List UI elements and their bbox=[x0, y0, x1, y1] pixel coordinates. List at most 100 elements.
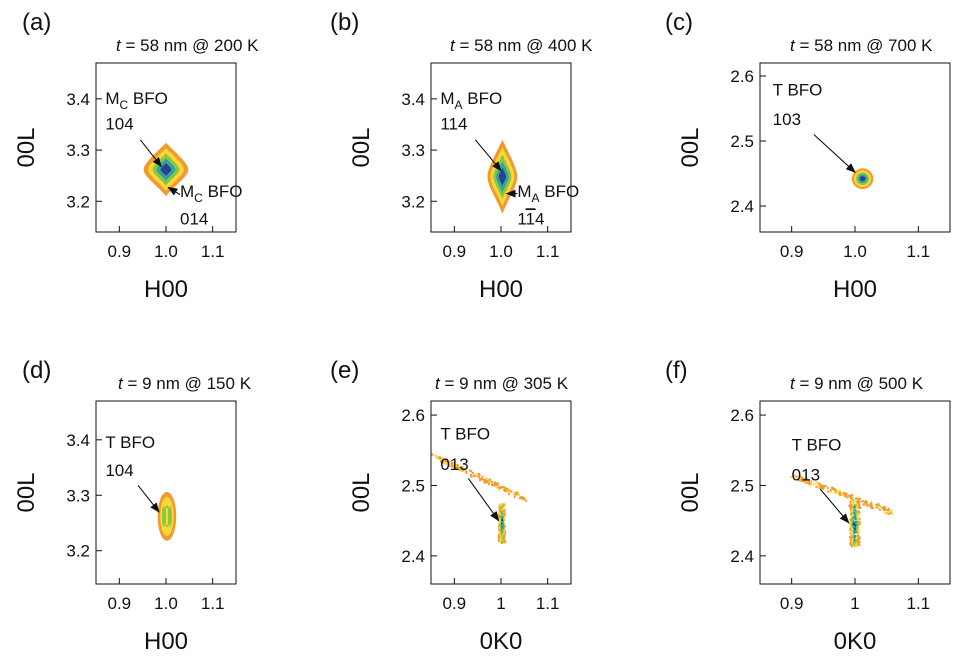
streak-speckle bbox=[434, 454, 437, 457]
streak-speckle bbox=[515, 493, 518, 496]
streak-speckle bbox=[799, 477, 802, 480]
streak-speckle bbox=[441, 459, 444, 462]
peak-speckle bbox=[850, 504, 853, 507]
streak-speckle bbox=[520, 495, 523, 498]
peak-speckle bbox=[855, 530, 857, 533]
streak-speckle bbox=[838, 490, 841, 492]
streak-speckle bbox=[470, 470, 473, 473]
peak-speckle bbox=[856, 522, 859, 525]
streak-speckle bbox=[790, 476, 793, 479]
x-tick-label: 1.0 bbox=[843, 242, 867, 261]
peak-speckle bbox=[857, 534, 859, 537]
peak-speckle bbox=[502, 511, 505, 514]
peak-speckle bbox=[858, 543, 861, 546]
x-axis-label: H00 bbox=[144, 276, 188, 303]
streak-speckle bbox=[506, 489, 509, 491]
streak-speckle bbox=[870, 501, 873, 504]
streak-speckle bbox=[513, 495, 516, 498]
peak-speckle bbox=[503, 513, 506, 516]
peak-speckle bbox=[852, 503, 855, 506]
streak-speckle bbox=[485, 479, 487, 482]
streak-speckle bbox=[451, 462, 454, 465]
peak-speckle bbox=[501, 521, 504, 524]
peak-speckle bbox=[850, 530, 853, 533]
panel-title: t = 58 nm @ 400 K bbox=[450, 36, 593, 55]
peak-speckle bbox=[850, 509, 853, 512]
streak-speckle bbox=[799, 475, 802, 478]
peak-speckle bbox=[853, 515, 856, 517]
peak-speckle bbox=[853, 529, 856, 532]
x-tick-label: 0.9 bbox=[108, 242, 132, 261]
y-tick-label: 2.5 bbox=[730, 476, 754, 495]
x-tick-label: 0.9 bbox=[443, 594, 467, 613]
peak-speckle bbox=[854, 503, 857, 506]
streak-speckle bbox=[806, 481, 809, 484]
peak-speckle bbox=[498, 532, 501, 535]
streak-speckle bbox=[880, 505, 882, 508]
streak-speckle bbox=[815, 480, 818, 483]
annotation-arrow bbox=[813, 134, 856, 173]
streak-speckle bbox=[805, 477, 808, 480]
streak-speckle bbox=[447, 461, 450, 464]
peak-speckle bbox=[848, 528, 851, 531]
peak-speckle bbox=[501, 541, 503, 544]
annotation-phase: T BFO bbox=[440, 425, 490, 444]
streak-speckle bbox=[444, 459, 447, 462]
streak-speckle bbox=[855, 497, 858, 500]
peak-speckle bbox=[858, 538, 861, 541]
streak-speckle bbox=[861, 500, 864, 503]
peak-speckle bbox=[857, 518, 860, 521]
peak-speckle bbox=[853, 526, 855, 529]
y-axis-label: 00L bbox=[13, 127, 40, 167]
streak-speckle bbox=[446, 458, 449, 461]
peak-speckle bbox=[502, 530, 505, 533]
peak-speckle bbox=[854, 500, 857, 503]
x-tick-label: 1.1 bbox=[536, 594, 560, 613]
streak-speckle bbox=[485, 477, 488, 480]
y-tick-label: 3.2 bbox=[401, 192, 425, 211]
contour-lobe bbox=[168, 506, 172, 527]
peak-speckle bbox=[499, 530, 502, 533]
peak-speckle bbox=[856, 520, 859, 523]
peak-speckle bbox=[850, 533, 853, 536]
streak-speckle bbox=[802, 477, 805, 480]
streak-speckle bbox=[865, 503, 868, 506]
streak-speckle bbox=[521, 497, 524, 500]
y-tick-label: 2.6 bbox=[730, 67, 754, 86]
panel-label: (b) bbox=[330, 9, 359, 36]
streak-speckle bbox=[869, 503, 872, 506]
streak-speckle bbox=[495, 486, 498, 489]
x-tick-label: 1.1 bbox=[907, 242, 931, 261]
x-tick-label: 0.9 bbox=[108, 594, 132, 613]
streak-speckle bbox=[483, 481, 486, 484]
annotation-index: 013 bbox=[792, 466, 820, 485]
peak-speckle bbox=[503, 532, 506, 535]
peak-speckle bbox=[850, 537, 853, 540]
peak-speckle bbox=[852, 534, 855, 537]
streak-speckle bbox=[446, 460, 449, 463]
peak-speckle bbox=[499, 511, 501, 514]
y-tick-label: 2.4 bbox=[730, 547, 754, 566]
peak-speckle bbox=[855, 523, 858, 526]
streak-speckle bbox=[850, 498, 853, 501]
peak-speckle bbox=[855, 528, 858, 531]
annotation-arrow bbox=[167, 186, 181, 196]
peak-speckle bbox=[849, 502, 852, 505]
peak-speckle bbox=[503, 510, 506, 513]
streak-speckle bbox=[881, 507, 884, 509]
x-tick-label: 1 bbox=[496, 594, 505, 613]
streak-speckle bbox=[436, 457, 439, 460]
streak-speckle bbox=[805, 478, 808, 481]
streak-speckle bbox=[889, 511, 892, 514]
peak-speckle bbox=[858, 520, 861, 523]
streak-speckle bbox=[440, 460, 442, 463]
peak-speckle bbox=[851, 537, 854, 540]
peak-speckle bbox=[852, 516, 855, 519]
map-data bbox=[431, 453, 528, 544]
annotation-arrow bbox=[139, 139, 162, 168]
contour-lobe bbox=[161, 506, 166, 527]
streak-speckle bbox=[872, 507, 875, 510]
streak-speckle bbox=[797, 479, 800, 482]
streak-speckle bbox=[459, 467, 462, 470]
streak-speckle bbox=[490, 480, 493, 483]
